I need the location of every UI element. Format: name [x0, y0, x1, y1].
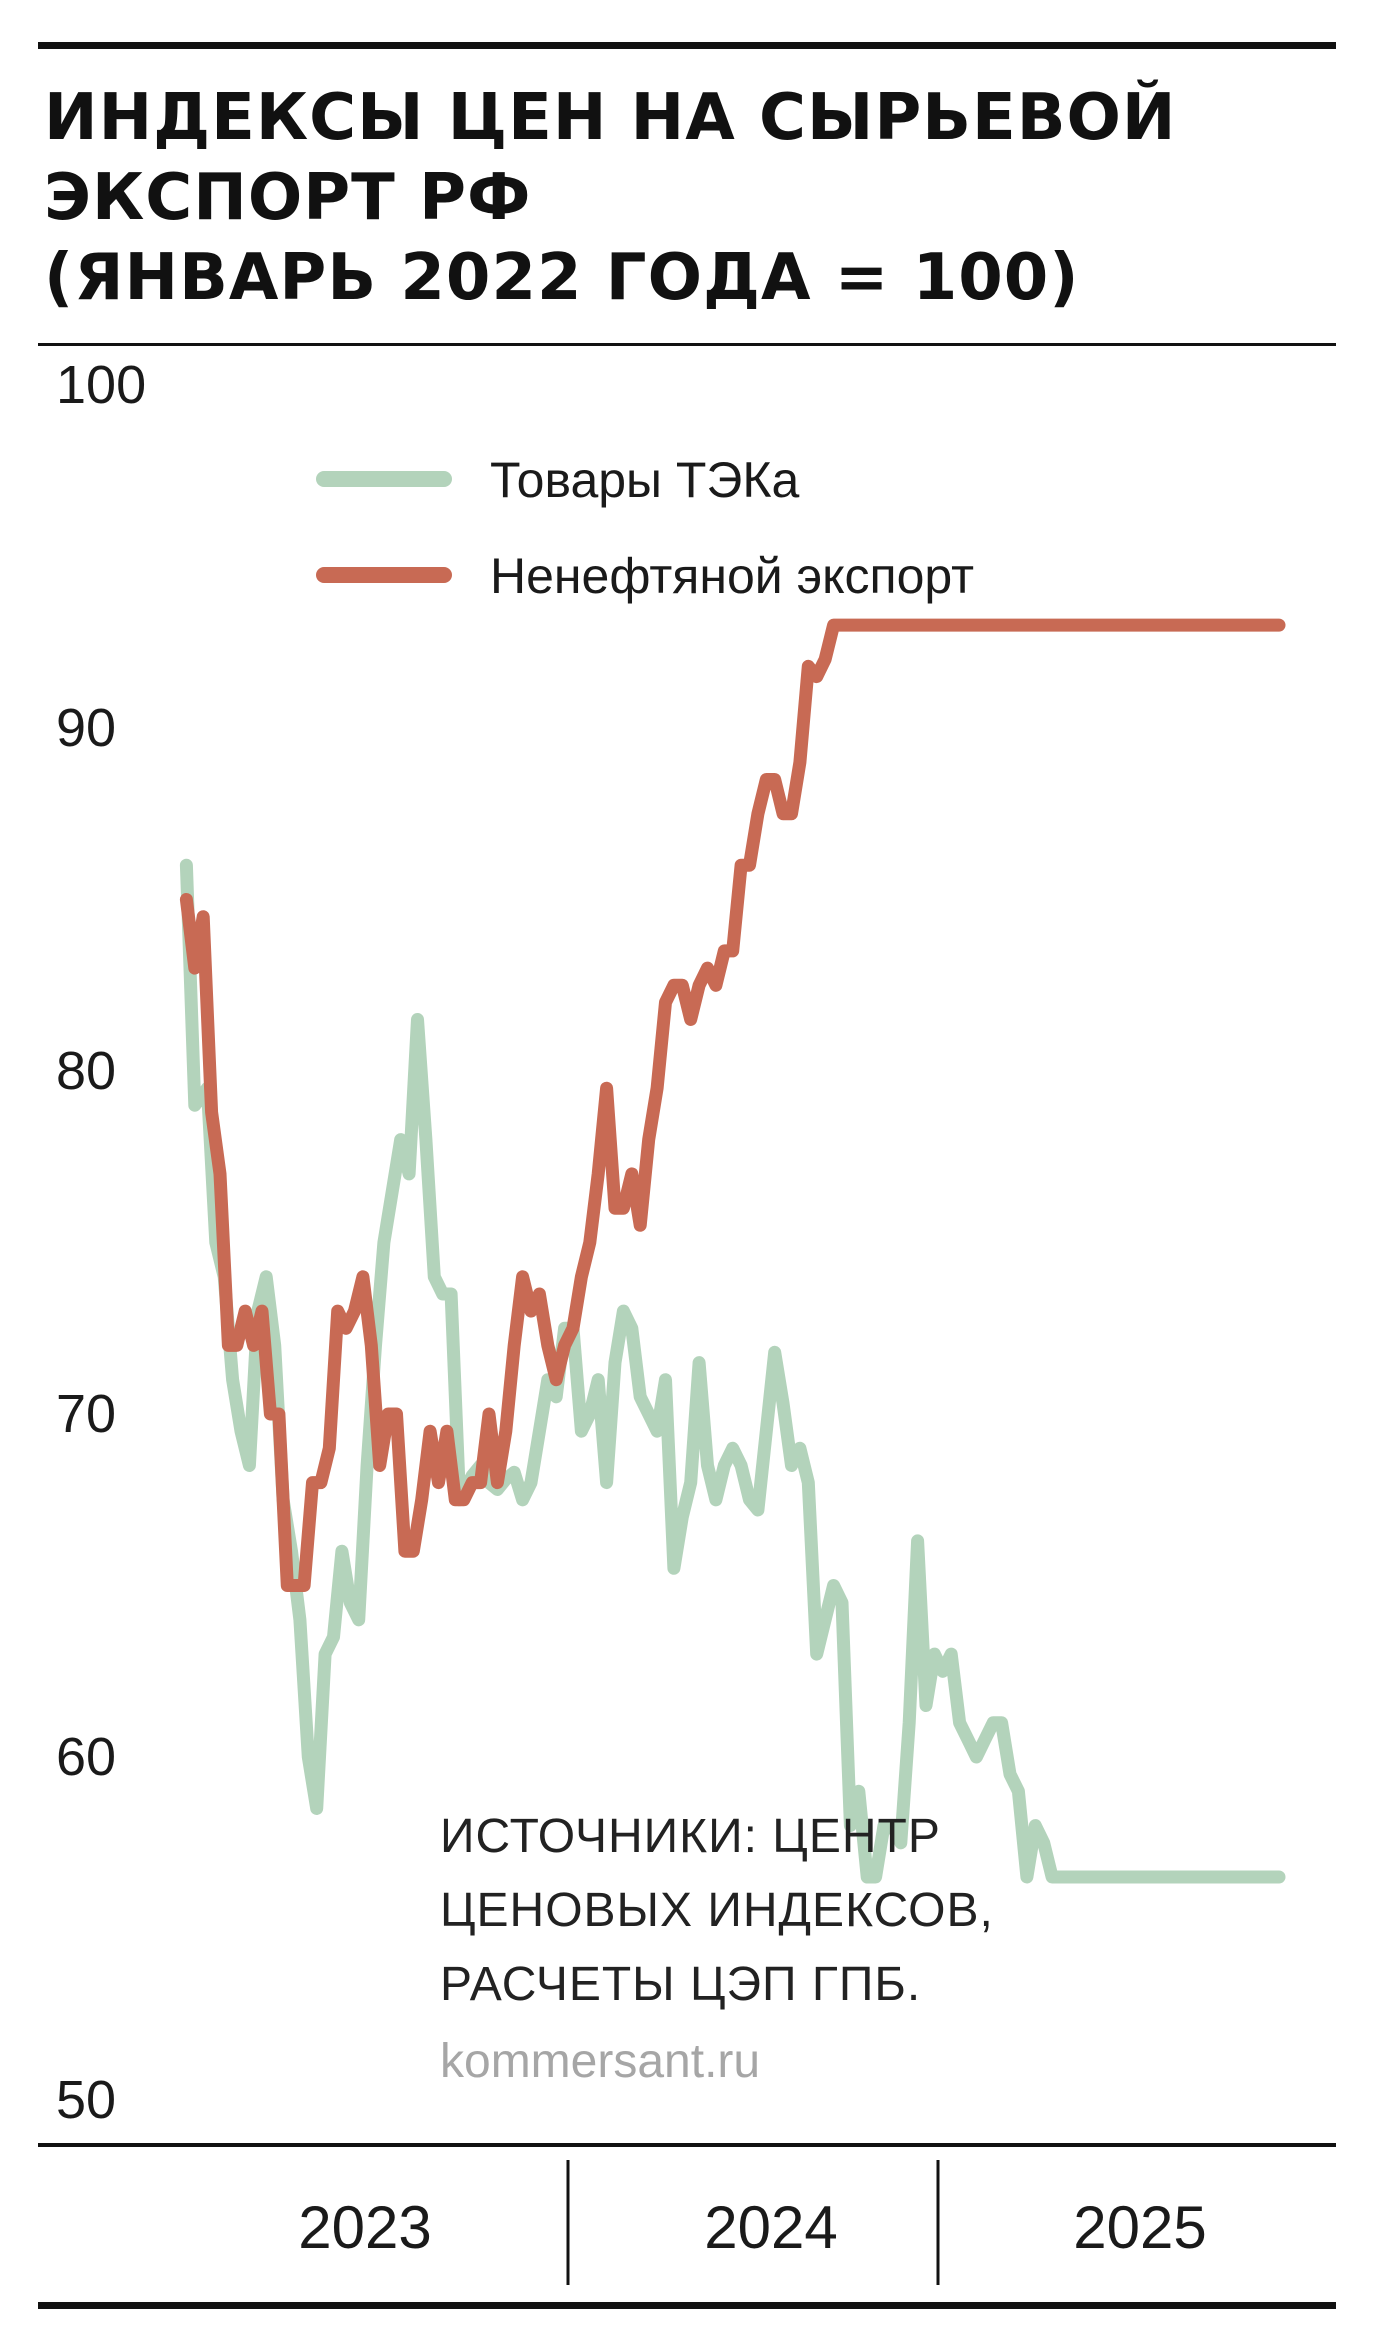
source-line-1: ИСТОЧНИКИ: ЦЕНТР — [440, 1810, 941, 1863]
y-tick-label: 100 — [56, 355, 146, 415]
title-line-3: (ЯНВАРЬ 2022 ГОДА = 100) — [44, 241, 1080, 315]
y-tick-label: 70 — [56, 1384, 116, 1444]
series-layer — [179, 618, 1286, 1884]
top-rule — [38, 42, 1336, 49]
title-divider — [38, 343, 1336, 346]
series-line-2 — [179, 618, 1286, 1592]
legend-label-1: Товары ТЭКа — [490, 452, 799, 508]
site-credit: kommersant.ru — [440, 2035, 761, 2088]
y-tick-label: 60 — [56, 1727, 116, 1787]
title-line-1: ИНДЕКСЫ ЦЕН НА СЫРЬЕВОЙ — [44, 81, 1177, 155]
source-note: ИСТОЧНИКИ: ЦЕНТР ЦЕНОВЫХ ИНДЕКСОВ, РАСЧЕ… — [440, 1800, 994, 2022]
x-tick-label: 2023 — [298, 2194, 431, 2261]
y-tick-label: 90 — [56, 698, 116, 758]
x-axis-rule — [38, 2143, 1336, 2147]
y-axis-ticks: 100 90 80 70 60 50 — [56, 355, 146, 2130]
source-line-3: РАСЧЕТЫ ЦЭП ГПБ. — [440, 1958, 922, 2011]
title-line-2: ЭКСПОРТ РФ — [44, 161, 532, 235]
legend-label-2: Ненефтяной экспорт — [490, 548, 974, 604]
x-tick-label: 2025 — [1073, 2194, 1206, 2261]
y-tick-label: 80 — [56, 1041, 116, 1101]
source-line-2: ЦЕНОВЫХ ИНДЕКСОВ, — [440, 1884, 994, 1937]
series-line-1 — [179, 858, 1286, 1884]
x-axis-ticks: 2023 2024 2025 — [298, 2160, 1207, 2285]
x-tick-label: 2024 — [704, 2194, 837, 2261]
bottom-rule — [38, 2302, 1336, 2309]
y-tick-label: 50 — [56, 2070, 116, 2130]
legend: Товары ТЭКа Ненефтяной экспорт — [316, 452, 974, 604]
chart-title: ИНДЕКСЫ ЦЕН НА СЫРЬЕВОЙ ЭКСПОРТ РФ (ЯНВА… — [44, 78, 1176, 318]
